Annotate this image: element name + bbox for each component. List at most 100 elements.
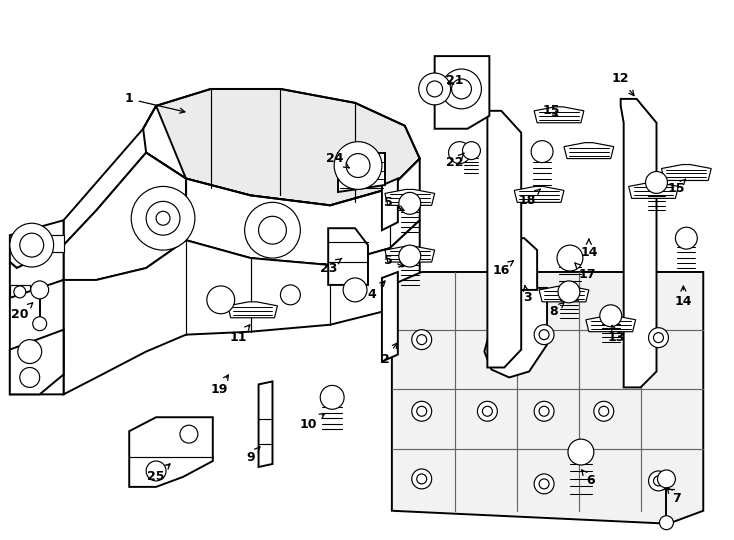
Text: 24: 24 (327, 152, 349, 168)
Circle shape (346, 153, 370, 178)
Polygon shape (515, 186, 564, 202)
Circle shape (594, 401, 614, 421)
Polygon shape (143, 89, 420, 205)
Circle shape (33, 317, 47, 330)
Circle shape (20, 368, 40, 387)
Polygon shape (10, 280, 64, 394)
Circle shape (412, 469, 432, 489)
Circle shape (334, 141, 382, 190)
Text: 1: 1 (125, 92, 185, 113)
Circle shape (539, 330, 549, 340)
Polygon shape (382, 272, 398, 361)
Polygon shape (382, 179, 398, 230)
Circle shape (418, 73, 451, 105)
Circle shape (442, 69, 482, 109)
Text: 15: 15 (668, 179, 686, 195)
Text: 16: 16 (493, 261, 513, 276)
Circle shape (244, 202, 300, 258)
Polygon shape (385, 190, 435, 205)
Text: 4: 4 (368, 281, 385, 301)
Circle shape (477, 401, 498, 421)
Polygon shape (47, 235, 64, 252)
Text: 2: 2 (380, 343, 397, 366)
Circle shape (659, 516, 673, 530)
Circle shape (280, 285, 300, 305)
Circle shape (156, 211, 170, 225)
Circle shape (534, 325, 554, 345)
Text: 5: 5 (384, 196, 404, 211)
Polygon shape (10, 330, 64, 394)
Circle shape (426, 81, 443, 97)
Text: 21: 21 (446, 75, 463, 87)
Polygon shape (661, 165, 711, 180)
Text: 12: 12 (612, 72, 634, 96)
Text: 11: 11 (230, 325, 250, 344)
Polygon shape (392, 272, 703, 524)
Circle shape (534, 401, 554, 421)
Polygon shape (534, 107, 584, 123)
Polygon shape (435, 56, 490, 129)
Polygon shape (64, 220, 420, 394)
Circle shape (482, 406, 493, 416)
Circle shape (653, 333, 664, 342)
Polygon shape (64, 153, 186, 280)
Polygon shape (586, 316, 636, 332)
Circle shape (558, 281, 580, 303)
Text: 22: 22 (446, 153, 464, 169)
Polygon shape (10, 245, 64, 298)
Circle shape (599, 406, 608, 416)
Text: 17: 17 (575, 263, 595, 281)
Circle shape (131, 186, 195, 250)
Circle shape (557, 245, 583, 271)
Circle shape (658, 470, 675, 488)
Text: 25: 25 (148, 464, 170, 483)
Polygon shape (10, 220, 64, 268)
Circle shape (675, 227, 697, 249)
Text: 6: 6 (581, 470, 595, 488)
Circle shape (531, 140, 553, 163)
Circle shape (146, 201, 180, 235)
Polygon shape (328, 228, 368, 285)
Polygon shape (539, 286, 589, 302)
Circle shape (18, 340, 42, 363)
Text: 9: 9 (247, 447, 260, 463)
Text: 3: 3 (523, 286, 531, 305)
Circle shape (646, 172, 667, 193)
Text: 23: 23 (319, 258, 342, 274)
Circle shape (417, 406, 426, 416)
Text: 5: 5 (384, 254, 404, 267)
Circle shape (10, 223, 54, 267)
Circle shape (258, 217, 286, 244)
Circle shape (653, 476, 664, 486)
Circle shape (649, 471, 669, 491)
Circle shape (417, 335, 426, 345)
Text: 18: 18 (518, 189, 540, 207)
Circle shape (343, 278, 367, 302)
Circle shape (568, 439, 594, 465)
Polygon shape (10, 285, 30, 298)
Circle shape (180, 425, 198, 443)
Text: 7: 7 (667, 488, 680, 505)
Circle shape (412, 330, 432, 349)
Polygon shape (621, 99, 656, 387)
Circle shape (417, 474, 426, 484)
Circle shape (14, 286, 26, 298)
Polygon shape (338, 153, 385, 192)
Text: 20: 20 (11, 303, 33, 321)
Text: 10: 10 (299, 414, 324, 431)
Circle shape (399, 192, 421, 214)
Polygon shape (512, 238, 537, 290)
Circle shape (20, 233, 43, 257)
Circle shape (649, 328, 669, 348)
Circle shape (600, 305, 622, 327)
Circle shape (534, 474, 554, 494)
Polygon shape (564, 143, 614, 159)
Circle shape (451, 79, 471, 99)
Circle shape (31, 281, 48, 299)
Polygon shape (64, 106, 186, 245)
Polygon shape (258, 381, 272, 467)
Circle shape (448, 141, 470, 164)
Polygon shape (487, 111, 521, 368)
Circle shape (146, 461, 166, 481)
Text: 14: 14 (675, 286, 692, 308)
